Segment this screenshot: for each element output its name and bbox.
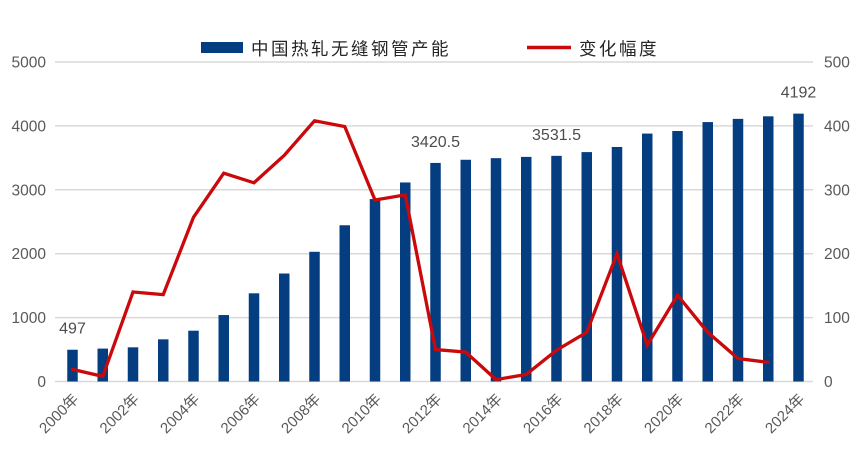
bar-2022年	[732, 118, 744, 382]
legend-change-label: 变化幅度	[579, 39, 659, 59]
bar-2021年	[702, 122, 713, 382]
bar-2004年	[188, 330, 199, 382]
bar-2005年	[218, 315, 229, 382]
bar-2016年	[551, 155, 562, 382]
bar-2012年	[430, 162, 441, 382]
bar-2009年	[339, 225, 350, 382]
x-axis-tick-labels: 2000年 2002年 2004年 2006年 2008年 2010年 2012年 2014年…	[36, 391, 808, 437]
data-label-2012年: 3420.5	[411, 134, 460, 151]
bar-2020年	[672, 131, 683, 382]
left-axis-tick: 0	[37, 374, 46, 391]
legend-capacity-label: 中国热轧无缝钢管产能	[251, 39, 451, 59]
x-axis-tick: 2006年	[218, 391, 264, 437]
right-axis-tick: 300	[824, 182, 850, 199]
bar-2006年	[248, 293, 260, 382]
left-axis-tick: 3000	[12, 182, 47, 199]
data-label-2024年: 4192	[781, 85, 817, 102]
x-axis-tick: 2010年	[339, 391, 385, 437]
bar-2015年	[521, 156, 532, 382]
x-axis-tick: 2000年	[36, 391, 82, 437]
legend: 中国热轧无缝钢管产能 变化幅度	[201, 39, 659, 59]
x-axis-tick: 2022年	[702, 391, 748, 437]
bar-2003年	[158, 339, 169, 382]
right-axis-tick-labels: 0 100 200 300 400 500	[824, 55, 850, 392]
bar-2013年	[460, 159, 471, 382]
bar-2001年	[97, 348, 108, 382]
capacity-bars	[67, 113, 804, 382]
right-axis-tick: 400	[824, 118, 850, 135]
right-axis-tick: 100	[824, 310, 850, 327]
right-axis-tick: 200	[824, 246, 850, 263]
change-line	[70, 118, 770, 382]
bar-2019年	[642, 133, 653, 382]
x-axis-tick: 2020年	[641, 391, 687, 437]
left-axis-tick: 4000	[12, 118, 47, 135]
bar-2024年	[793, 113, 804, 382]
left-axis-tick-labels: 0 1000 2000 3000 4000 5000	[12, 55, 47, 392]
x-axis-tick: 2018年	[581, 391, 627, 437]
bar-2010年	[369, 199, 381, 382]
x-axis-tick: 2004年	[157, 391, 203, 437]
x-axis-tick: 2024年	[762, 391, 808, 437]
bar-2014年	[490, 158, 502, 382]
x-axis-tick: 2016年	[520, 391, 566, 437]
bar-2000年	[67, 349, 78, 382]
bar-data-labels: 497 3420.5 3531.5 4192	[59, 85, 816, 338]
right-axis-tick: 500	[824, 55, 850, 72]
bar-2023年	[763, 116, 774, 382]
left-axis-tick: 5000	[12, 55, 47, 72]
right-axis-tick: 0	[824, 374, 833, 391]
left-axis-tick: 1000	[12, 310, 47, 327]
data-label-2016年: 3531.5	[532, 127, 581, 144]
x-axis-tick: 2014年	[460, 391, 506, 437]
data-label-2000年: 497	[59, 321, 86, 338]
bar-2008年	[309, 251, 320, 382]
bar-2018年	[611, 146, 623, 382]
bar-2007年	[279, 273, 290, 382]
x-axis-tick: 2008年	[278, 391, 324, 437]
left-axis-tick: 2000	[12, 246, 47, 263]
bar-2002年	[127, 347, 139, 382]
bar-2017年	[581, 152, 592, 382]
x-axis-tick: 2012年	[399, 391, 445, 437]
x-axis-tick: 2002年	[97, 391, 143, 437]
legend-capacity-swatch	[201, 42, 243, 53]
bar-2011年	[400, 182, 411, 382]
